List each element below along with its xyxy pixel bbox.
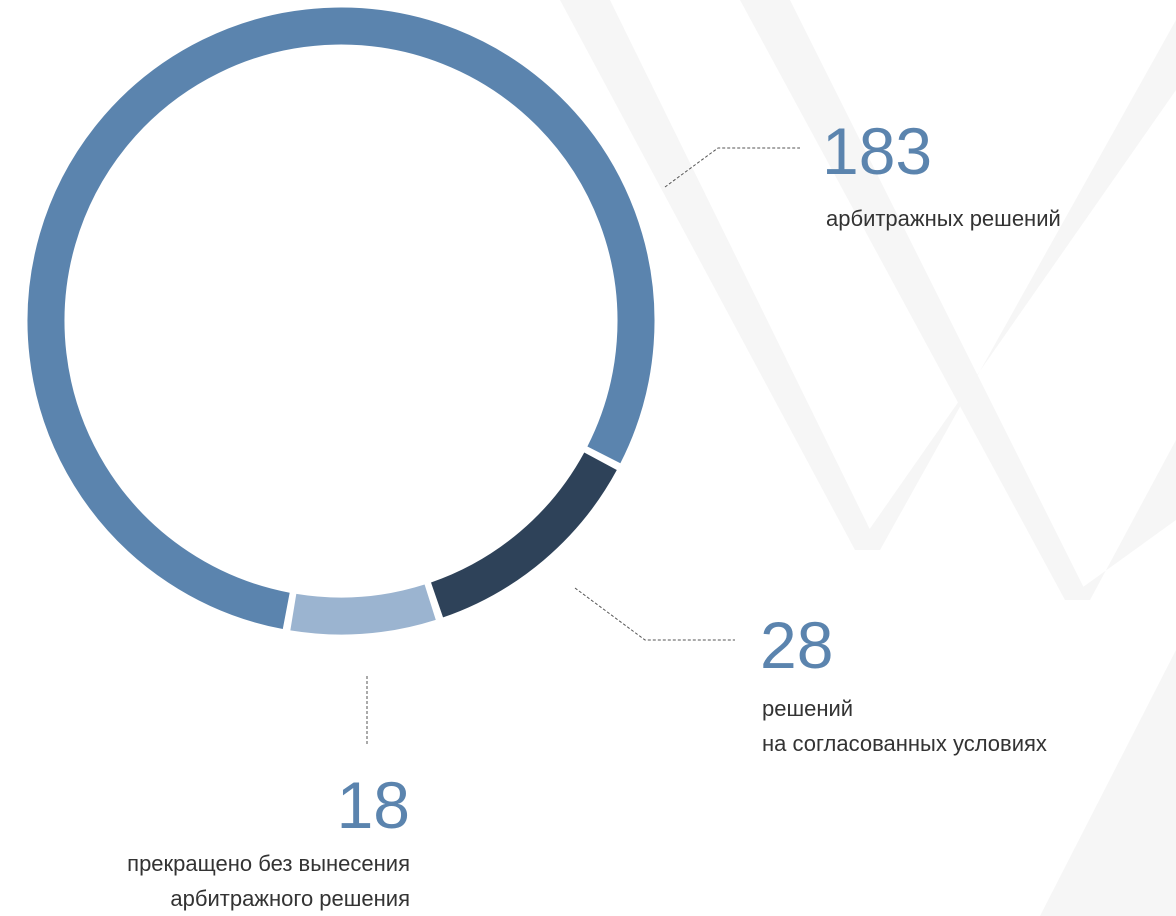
watermark-stroke xyxy=(1040,650,1176,916)
value-label: 18 xyxy=(337,768,410,842)
leader-line xyxy=(574,587,735,641)
leader-line xyxy=(664,147,800,188)
category-label: на согласованных условиях xyxy=(762,731,1047,756)
watermark xyxy=(560,0,1176,916)
category-label: прекращено без вынесения xyxy=(127,851,410,876)
donut-segment xyxy=(430,452,617,618)
watermark-stroke xyxy=(740,0,1090,600)
donut-segment xyxy=(27,7,655,630)
watermark-stroke xyxy=(560,0,880,550)
category-label: решений xyxy=(762,696,853,721)
value-label: 183 xyxy=(822,114,932,188)
donut-segment xyxy=(290,584,436,635)
category-label: арбитражного решения xyxy=(170,886,410,911)
category-label: арбитражных решений xyxy=(826,206,1061,231)
value-label: 28 xyxy=(760,608,833,682)
watermark-stroke xyxy=(1065,440,1176,600)
